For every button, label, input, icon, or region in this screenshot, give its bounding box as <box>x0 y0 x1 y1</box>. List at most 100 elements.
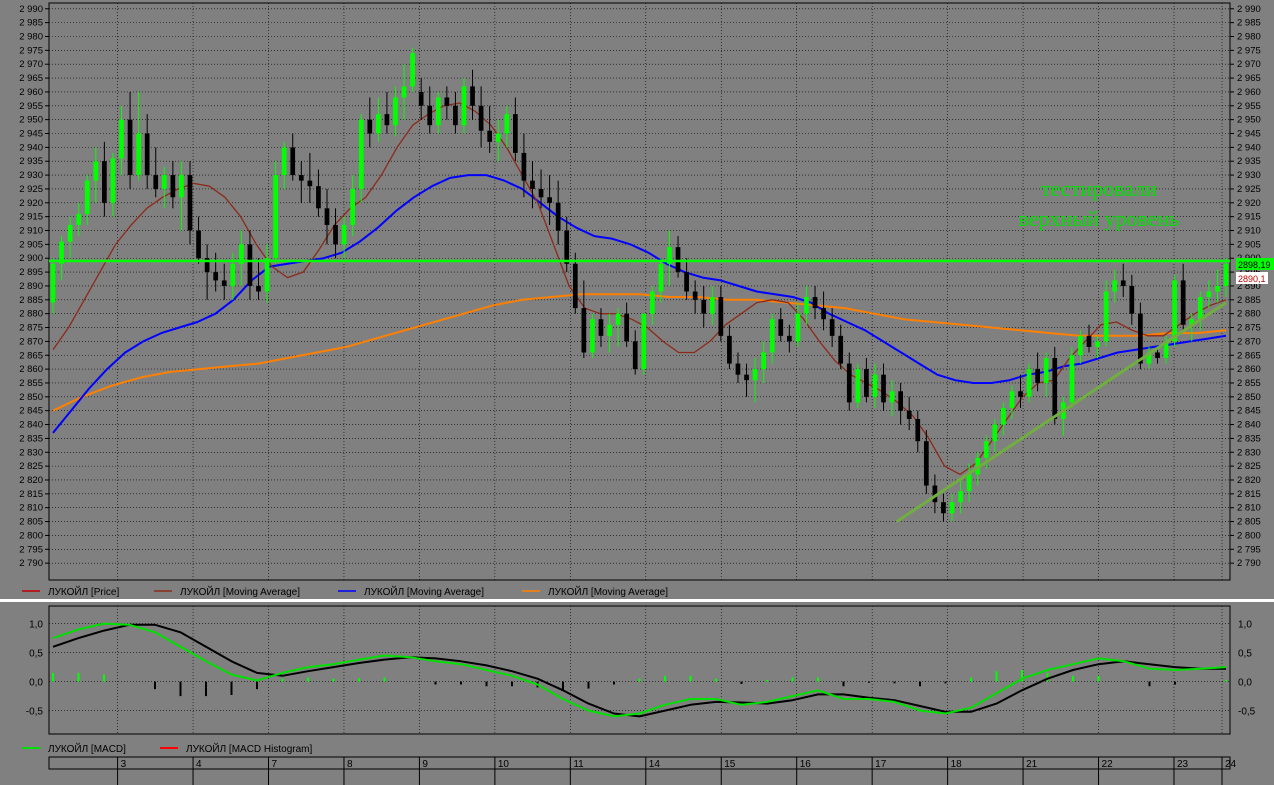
price-tick-label-left: 2 870 <box>19 336 43 347</box>
price-tick-label-right: 2 870 <box>1237 336 1261 347</box>
macd-axis-right: 1,0 0,5 0,0 -0,5 <box>1238 620 1256 718</box>
candle-body <box>444 97 450 106</box>
price-tick-label-left: 2 845 <box>19 406 43 417</box>
candle-body <box>1172 280 1177 342</box>
price-tick-label-left: 2 860 <box>19 364 43 375</box>
price-tick-label-left: 2 920 <box>19 198 43 209</box>
candle-body <box>581 308 587 353</box>
candle-body <box>418 91 424 106</box>
price-tick-label-right: 2 800 <box>1237 530 1261 541</box>
price-tick-label-right: 2 840 <box>1237 420 1261 431</box>
candle-body <box>855 369 861 403</box>
price-tick-label-right: 2 875 <box>1237 323 1261 334</box>
candles <box>50 47 1229 522</box>
date-label: 15 <box>724 759 736 770</box>
macd-tick-label-right: 0,5 <box>1238 649 1252 660</box>
annotation-line-2: верхный уровень <box>1019 206 1180 231</box>
candle-body <box>50 263 56 303</box>
candle-body <box>307 180 313 187</box>
candle-body <box>213 272 219 281</box>
price-tick-label-right: 2 955 <box>1237 101 1261 112</box>
candle-body <box>170 175 176 198</box>
candle-body <box>846 363 852 403</box>
candle-body <box>376 114 381 134</box>
candle-body <box>949 502 955 514</box>
candle-body <box>144 133 150 176</box>
date-label: 11 <box>573 759 584 770</box>
candle-body <box>1035 369 1040 383</box>
current-price-tag: 2898,19 <box>1236 258 1274 270</box>
candle-body <box>187 175 193 231</box>
price-tick-label-right: 2 855 <box>1237 378 1261 389</box>
candle-body <box>590 319 595 353</box>
price-tick-label-left: 2 880 <box>19 309 43 320</box>
macd-tick-label-left: 0,0 <box>29 678 43 689</box>
price-tick-label-right: 2 790 <box>1237 558 1261 569</box>
legend-label-ma-mid: ЛУКОЙЛ [Moving Average] <box>364 585 484 598</box>
candle-body <box>761 352 767 370</box>
price-tick-label-right: 2 830 <box>1237 447 1261 458</box>
candle-body <box>264 258 270 292</box>
candle-body <box>872 374 878 397</box>
candle-body <box>1206 291 1212 298</box>
panel-separator[interactable] <box>0 599 1274 602</box>
macd-tick-label-right: -0,5 <box>1238 707 1256 718</box>
legend-label-price: ЛУКОЙЛ [Price] <box>48 585 119 598</box>
candle-body <box>1138 313 1143 364</box>
candle-body <box>1026 369 1032 397</box>
candle-body <box>812 297 818 309</box>
candle-body <box>384 114 390 126</box>
macd-signal-line <box>52 623 1226 718</box>
price-tick-label-left: 2 855 <box>19 378 43 389</box>
candle-body <box>958 491 963 503</box>
price-tick-label-right: 2 960 <box>1237 87 1261 98</box>
price-tick-label-left: 2 925 <box>19 184 43 195</box>
price-tick-label-right: 2 920 <box>1237 198 1261 209</box>
candle-body <box>1223 263 1229 286</box>
candle-body <box>1078 335 1083 356</box>
candle-body <box>889 391 895 403</box>
date-label: 17 <box>875 759 887 770</box>
legend-label-ma-fast: ЛУКОЙЛ [Moving Average] <box>180 585 300 598</box>
price-tick-label-left: 2 935 <box>19 156 43 167</box>
candle-body <box>1009 391 1015 408</box>
price-tick-label-right: 2 860 <box>1237 364 1261 375</box>
candle-body <box>59 241 64 264</box>
price-tick-label-left: 2 790 <box>19 558 43 569</box>
macd-line <box>52 622 1227 718</box>
price-tick-label-left: 2 980 <box>19 31 43 42</box>
candle-body <box>1129 285 1135 314</box>
candle-body <box>709 297 715 314</box>
price-tick-label-left: 2 805 <box>19 517 43 528</box>
candle-body <box>1146 352 1152 364</box>
macd-tick-label-left: 0,5 <box>29 649 43 660</box>
candle-body <box>667 247 672 264</box>
price-tick-label-left: 2 985 <box>19 18 43 29</box>
macd-tick-label-left: -0,5 <box>26 707 44 718</box>
date-label: 9 <box>422 759 428 770</box>
candle-body <box>367 119 373 134</box>
candle-body <box>316 186 321 209</box>
price-grid <box>48 2 1231 581</box>
candle-body <box>221 280 227 286</box>
price-tick-label-right: 2 965 <box>1237 73 1261 84</box>
candle-body <box>915 419 921 442</box>
candle-body <box>504 114 510 134</box>
candle-body <box>333 224 338 245</box>
candle-body <box>530 180 535 189</box>
candle-body <box>735 363 741 375</box>
price-tick-label-left: 2 795 <box>19 544 43 555</box>
price-tick-label-left: 2 885 <box>19 295 43 306</box>
candle-body <box>923 441 929 486</box>
price-tick-label-right: 2 910 <box>1237 226 1261 237</box>
price-tick-label-left: 2 875 <box>19 323 43 334</box>
candle-body <box>230 263 236 286</box>
candle-body <box>290 147 296 176</box>
price-tick-label-left: 2 890 <box>19 281 43 292</box>
candle-body <box>435 97 441 126</box>
macd-grid <box>48 605 1231 735</box>
candle-body <box>179 175 184 198</box>
candle-body <box>906 410 912 420</box>
candle-body <box>1197 297 1203 320</box>
